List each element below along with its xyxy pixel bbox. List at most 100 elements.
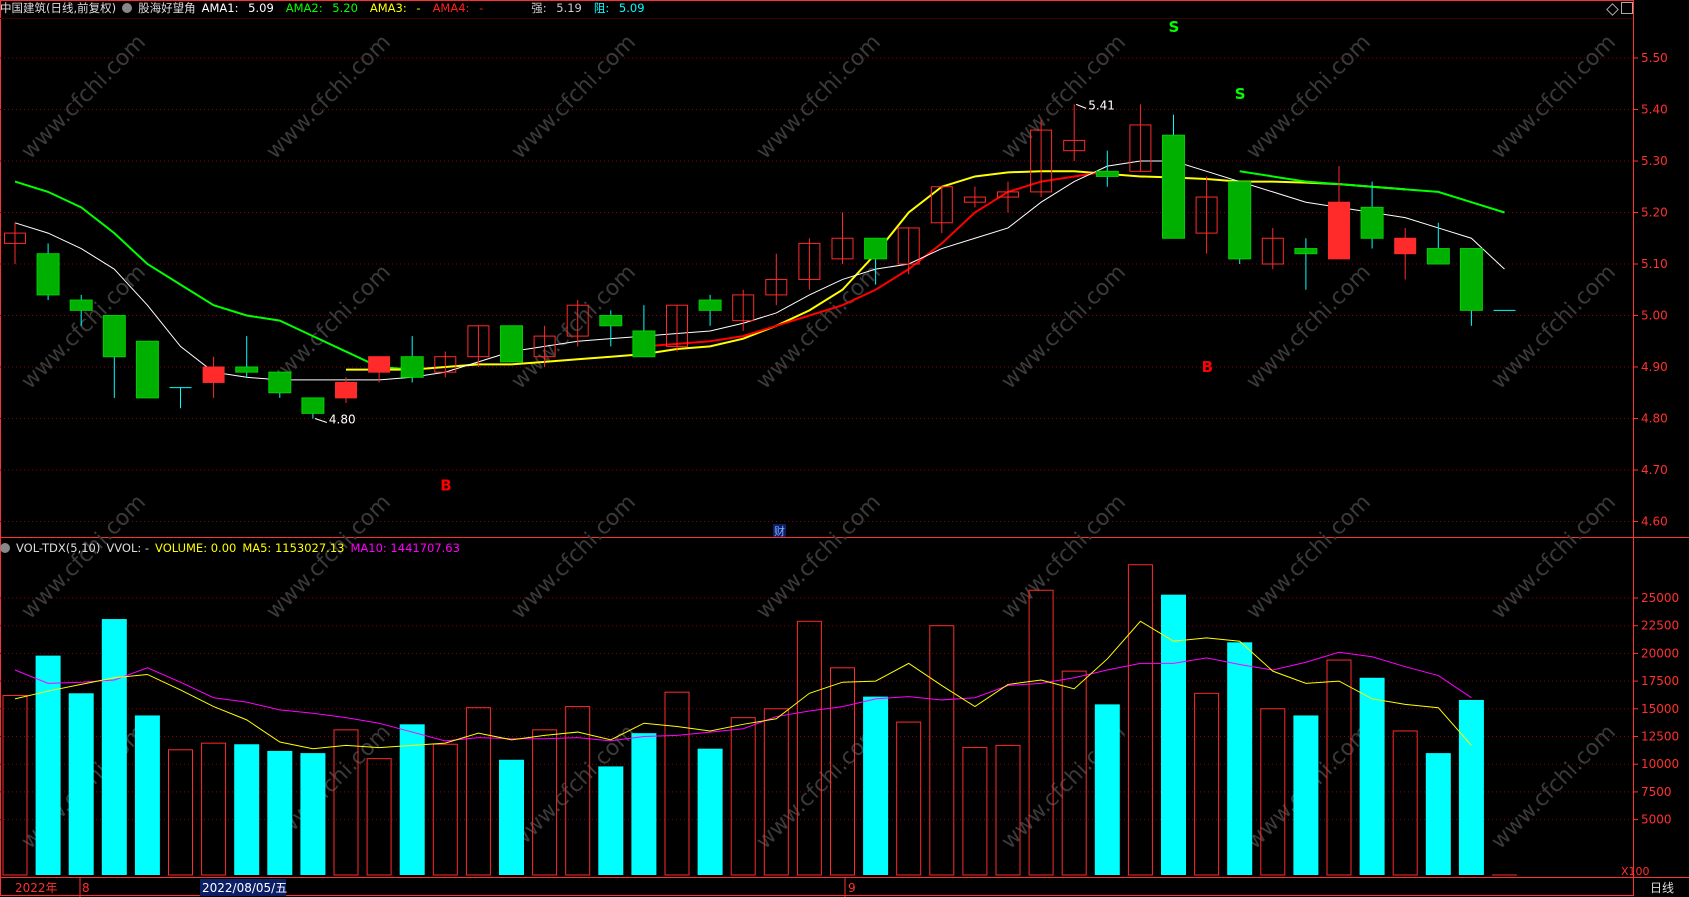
- volume-ma5-line: [14, 620, 1472, 750]
- watermark-text: www.cfchi.com: [17, 30, 151, 164]
- volume-bar: [300, 753, 326, 875]
- volume-bar: [565, 706, 591, 876]
- candle-body: [798, 242, 821, 280]
- volume-axis-label: 12500: [1641, 730, 1679, 744]
- candle-body: [268, 371, 292, 394]
- volume-bar: [532, 729, 558, 876]
- volume-bar: [399, 724, 425, 875]
- ama1-line: [14, 160, 1505, 381]
- candle-body: [1228, 181, 1252, 260]
- candle-body: [732, 294, 755, 322]
- candle-body: [301, 397, 325, 414]
- candle-body: [467, 325, 490, 358]
- watermark-text: www.cfchi.com: [1242, 490, 1376, 624]
- volume-axis-label: 5000: [1641, 813, 1672, 827]
- price-axis-label: 4.60: [1641, 515, 1668, 529]
- volume-bar: [1194, 692, 1220, 876]
- volume-bar: [134, 715, 160, 875]
- volume-bar: [995, 744, 1021, 876]
- candle-body: [102, 315, 126, 358]
- candle-body: [997, 191, 1019, 198]
- candle-body: [1095, 170, 1119, 177]
- volume-bar: [366, 758, 392, 876]
- volume-bar: [664, 691, 690, 876]
- volume-panel-header: VOL-TDX(5,10) VVOL: - VOLUME: 0.00 MA5: 115…: [0, 540, 466, 556]
- volume-bar: [1227, 642, 1253, 875]
- volume-axis-label: 22500: [1641, 619, 1679, 633]
- candle-body: [698, 299, 722, 311]
- volume-bar: [830, 667, 855, 876]
- volume-axis-label: 15000: [1641, 702, 1679, 716]
- volume-unit-label: X100: [1621, 865, 1650, 878]
- candle-body: [632, 330, 656, 358]
- candle-body: [335, 381, 357, 399]
- date-cursor-label: 2022/08/05/五: [202, 881, 287, 895]
- candle-body: [1360, 206, 1384, 239]
- watermark-text: www.cfchi.com: [507, 490, 641, 624]
- volume-bar: [1161, 594, 1186, 875]
- volume-bar: [763, 708, 789, 876]
- watermark-text: www.cfchi.com: [997, 260, 1131, 394]
- volume-bar: [333, 729, 359, 876]
- vvol-value: VVOL: -: [106, 541, 150, 555]
- watermark-text: www.cfchi.com: [262, 30, 396, 164]
- candle-body: [1394, 237, 1417, 255]
- ama1-label: AMA1:: [201, 1, 239, 15]
- high-price-label: 5.41: [1088, 98, 1115, 112]
- ama2-label: AMA2:: [285, 1, 323, 15]
- volume-bar: [35, 655, 61, 875]
- watermark-text: www.cfchi.com: [752, 30, 886, 164]
- volume-bar: [2, 695, 28, 876]
- candle-body: [533, 335, 556, 358]
- watermark-text: www.cfchi.com: [1242, 30, 1376, 164]
- ama2-value: 5.20: [332, 1, 358, 15]
- volume-bar: [730, 717, 756, 876]
- volume-bar: [863, 696, 889, 875]
- date-cursor-box: [200, 879, 286, 896]
- candle-body: [1129, 124, 1152, 172]
- volume-bar: [1425, 753, 1451, 875]
- ama4-line: [643, 170, 1108, 348]
- watermark-text: www.cfchi.com: [507, 30, 641, 164]
- ama4-label: AMA4:: [432, 1, 470, 15]
- volume-bar: [1458, 699, 1484, 875]
- ama3-label: AMA3:: [369, 1, 407, 15]
- volume-bar: [267, 750, 293, 875]
- watermark-text: www.cfchi.com: [1487, 30, 1621, 164]
- price-panel-header: 中国建筑(日线,前复权) 股海好望角 AMA1: 5.09 AMA2: 5.20 AMA…: [0, 0, 657, 16]
- maximize-icon[interactable]: [1621, 2, 1633, 14]
- date-year-label: 2022年: [15, 881, 58, 895]
- indicator-toggle-icon[interactable]: [122, 3, 133, 13]
- stock-title[interactable]: 中国建筑(日线,前复权): [0, 1, 117, 15]
- candle-body: [864, 237, 888, 260]
- strong-label: 强:: [531, 1, 547, 15]
- volume-value: VOLUME: 0.00: [155, 541, 237, 555]
- indicator-name[interactable]: 股海好望角: [138, 1, 196, 15]
- volume-ma10-line: [14, 651, 1472, 742]
- ama4-value: -: [479, 1, 484, 15]
- price-axis-label: 4.90: [1641, 360, 1668, 374]
- volume-axis-label: 7500: [1641, 785, 1672, 799]
- candle-body: [69, 299, 93, 311]
- sell-signal: S: [1169, 18, 1180, 36]
- candle-body: [566, 304, 589, 337]
- watermark-text: www.cfchi.com: [1487, 490, 1621, 624]
- volume-bar: [929, 625, 955, 876]
- price-axis-label: 5.50: [1641, 51, 1668, 65]
- volume-toggle-icon[interactable]: [0, 543, 10, 553]
- candle-body: [135, 340, 159, 399]
- watermark-text: www.cfchi.com: [752, 490, 886, 624]
- ma5-value: MA5: 1153027.13: [242, 541, 345, 555]
- volume-bar: [962, 747, 988, 876]
- strong-value: 5.19: [556, 1, 582, 15]
- volume-indicator-name[interactable]: VOL-TDX(5,10): [16, 541, 101, 555]
- ama3-value: -: [416, 1, 421, 15]
- low-price-label: 4.80: [329, 413, 356, 427]
- sell-signal: S: [1235, 85, 1246, 103]
- price-axis-label: 4.80: [1641, 412, 1668, 426]
- watermark-text: www.cfchi.com: [507, 260, 641, 394]
- price-axis-label: 5.30: [1641, 154, 1668, 168]
- diamond-icon[interactable]: [1606, 3, 1619, 16]
- watermark-text: www.cfchi.com: [1487, 720, 1621, 854]
